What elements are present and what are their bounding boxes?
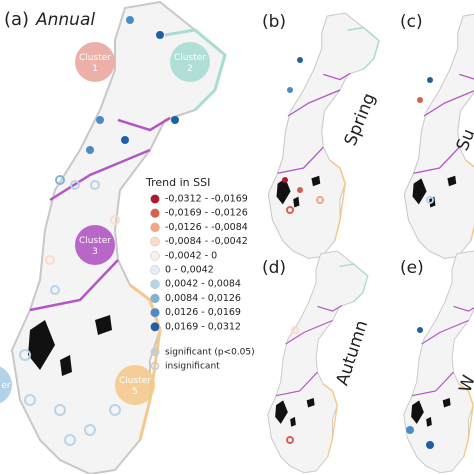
legend-swatch	[150, 236, 160, 247]
cluster-label-line: Cluster	[79, 236, 111, 246]
season-label: Spring	[341, 90, 380, 148]
cluster-label: Cluster 1	[79, 53, 111, 74]
legend-swatch	[150, 222, 160, 233]
cluster-label-line: er	[1, 381, 11, 391]
cluster-marker	[75, 225, 115, 265]
legend-label: -0,0084 - -0,0042	[165, 236, 248, 247]
map-winter	[404, 251, 474, 473]
cluster-label: er	[1, 381, 11, 391]
season-label: W	[455, 373, 474, 395]
legend-label: 0,0126 - 0,0169	[165, 307, 241, 318]
season-label: Su	[453, 126, 474, 153]
legend-label: 0,0084 - 0,0126	[165, 293, 241, 304]
legend-label: 0 - 0,0042	[165, 265, 214, 276]
legend-swatch	[150, 361, 160, 371]
panel-label: (e)	[400, 258, 424, 278]
cluster-label-line: Cluster	[79, 53, 111, 63]
panel-label: (b)	[262, 12, 286, 32]
season-label: Annual	[35, 10, 95, 30]
legend-swatch	[150, 322, 160, 332]
legend-swatch	[150, 347, 160, 357]
cluster-label-line: 2	[187, 64, 193, 74]
cluster-label-line: 1	[92, 64, 98, 74]
cluster-marker	[170, 42, 210, 82]
cluster-marker	[75, 42, 115, 82]
panel-label: (d)	[262, 258, 286, 278]
legend-label: insignificant	[165, 362, 220, 372]
legend-title: Trend in SSI	[145, 176, 210, 189]
legend-swatch	[150, 194, 160, 204]
cluster-label-line: Cluster	[119, 376, 151, 386]
cluster-label: Cluster 5	[119, 376, 151, 397]
legend-label: -0,0126 - -0,0084	[165, 222, 248, 233]
cluster-label-line: 5	[132, 387, 138, 397]
legend-swatch	[150, 293, 160, 304]
season-label: Autumn	[332, 318, 372, 388]
legend-label: -0,0042 - 0	[165, 250, 217, 261]
legend-swatch	[150, 208, 160, 218]
legend-swatch	[150, 265, 160, 275]
panel-label: (a)	[4, 9, 29, 30]
legend-label: -0,0169 - -0,0126	[165, 208, 248, 219]
legend-label: 0,0169 - 0,0312	[165, 321, 241, 332]
cluster-label: Cluster 3	[79, 236, 111, 257]
cluster-label-line: 3	[92, 247, 98, 257]
legend: Trend in SSI -0,0312 - -0,0169 -0,0169 - -…	[145, 176, 255, 372]
panel-label: (c)	[400, 12, 423, 32]
cluster-marker	[0, 366, 12, 404]
legend-label: -0,0312 - -0,0169	[165, 194, 248, 205]
cluster-label-line: Cluster	[174, 53, 206, 63]
legend-label: 0,0042 - 0,0084	[165, 279, 241, 290]
legend-label: significant (p<0.05)	[165, 348, 255, 358]
stations-small	[282, 57, 434, 449]
cluster-marker	[115, 365, 155, 405]
legend-swatch	[150, 279, 160, 289]
stations	[19, 16, 179, 446]
legend-swatch	[150, 307, 160, 318]
legend-swatch	[150, 251, 160, 261]
cluster-label: Cluster 2	[174, 53, 206, 74]
